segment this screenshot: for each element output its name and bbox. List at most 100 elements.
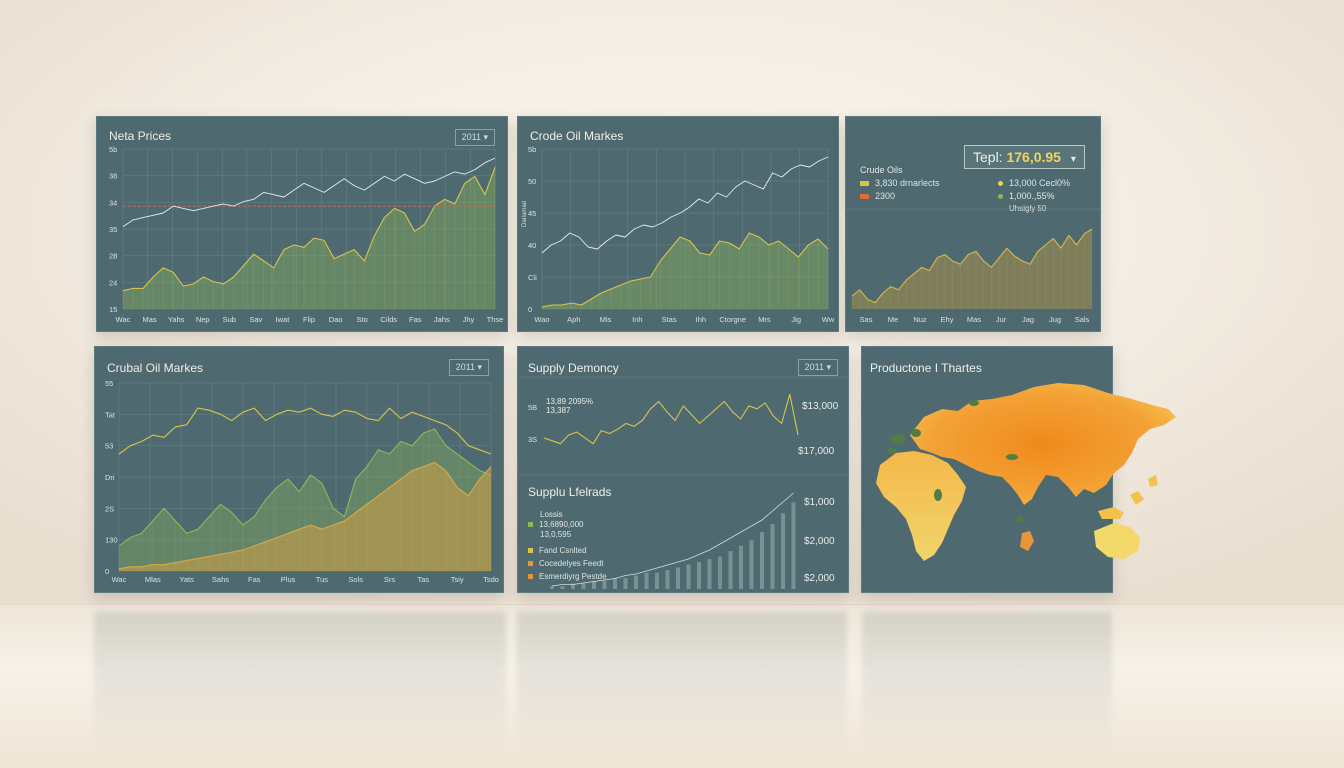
y-tick-label: 130 <box>105 536 118 545</box>
series-area-line <box>851 228 1093 304</box>
map-region-australia <box>1094 523 1140 559</box>
x-tick-label: Fas <box>248 575 261 584</box>
year-select[interactable]: 2011 ▾ <box>448 359 489 376</box>
series-yellow-line <box>118 407 492 455</box>
x-tick-label: Inh <box>632 315 642 324</box>
panel-title: Crubal Oil Markes <box>107 361 204 375</box>
right-axis-label: $2,000 <box>804 573 835 584</box>
panel-title: Neta Prices <box>109 129 172 143</box>
x-tick-label: Plus <box>281 575 296 584</box>
x-tick-label: Sas <box>860 315 873 324</box>
series-green-line <box>118 428 492 547</box>
swatch <box>528 522 533 528</box>
world-production-map <box>876 383 1176 561</box>
legend: Crude Oils 3,830 drnarlects 2300 <box>860 165 940 204</box>
bar <box>560 586 565 589</box>
x-tick-label: Mis <box>600 315 612 324</box>
x-tick-label: Mas <box>142 315 156 324</box>
legend-item: 3,830 drnarlects <box>875 178 940 188</box>
legend: Lossis 13,6890,000 13,0,595 Fand Csnlted… <box>528 510 607 585</box>
total-selector[interactable]: Tepl: 176,0.95 ▾ <box>964 145 1085 169</box>
y-tick-label: 5B <box>528 403 537 412</box>
bar <box>728 551 733 589</box>
x-tick-label: Ww <box>822 315 835 324</box>
x-tick-label: Tsiy <box>451 575 464 584</box>
bar <box>676 567 680 589</box>
bar <box>613 578 617 589</box>
crude-oils-chart: Sas Me Nuz Ehy Mas Jur Jag Jug Sals <box>846 208 1100 324</box>
x-tick-label: Wac <box>116 315 131 324</box>
y-tick-label: 5b <box>109 145 117 154</box>
y-tick-label: 38 <box>109 172 117 181</box>
bar <box>644 572 649 589</box>
x-tick-label: Aph <box>567 315 580 324</box>
x-tick-label: Wao <box>534 315 549 324</box>
panel-title: Crode Oil Markes <box>530 129 624 143</box>
legend-right: 13,000 Cecl0% 1,000.,55% Uhsigly 50 <box>998 178 1070 217</box>
bar <box>770 524 775 589</box>
x-tick-label: Nuz <box>913 315 927 324</box>
bar <box>749 540 754 589</box>
bar <box>791 502 796 589</box>
swatch <box>528 561 533 567</box>
x-tick-label: Sav <box>249 315 262 324</box>
legend-note: Uhsigly 50 <box>1009 204 1047 213</box>
x-tick-label: Mlas <box>145 575 161 584</box>
neta-prices-panel: Neta Prices 2011 ▾ 5b 38 34 35 28 24 15 Wac Mas Y… <box>96 116 508 332</box>
x-tick-label: Yats <box>179 575 194 584</box>
legend-item: Esmerdiyrg Pestde <box>539 572 607 581</box>
y-tick-label: 45 <box>528 209 536 218</box>
year-select[interactable]: 2011 ▾ <box>454 129 495 146</box>
swatch <box>860 194 869 200</box>
map-region-islands <box>1098 475 1158 519</box>
series-white-line <box>122 157 496 228</box>
series-green-line <box>122 167 496 292</box>
x-tick-label: Wac <box>112 575 127 584</box>
y-tick-label: 53 <box>105 442 113 451</box>
crude-oil-markets-panel: Crode Oil Markes 5b 50 45 40 Cli 0 Wao Aph Mis In… <box>517 116 839 332</box>
y-tick-label: 55 <box>105 379 113 388</box>
x-tick-label: Mas <box>967 315 981 324</box>
supply-demand-chart: 5B 3S $13,000 $17,000 $1,000 $2,000 $2,000 <box>518 376 848 589</box>
trend-line <box>551 492 794 587</box>
x-tick-label: Fas <box>409 315 422 324</box>
crubal-oil-markets-panel: Crubal Oil Markes 2011 ▾ 55 Tat 53 Dri 2S 130… <box>94 346 504 593</box>
x-tick-label: Jug <box>1049 315 1061 324</box>
bar <box>550 586 554 589</box>
x-tick-label: Yahs <box>168 315 185 324</box>
x-tick-label: Sals <box>1075 315 1090 324</box>
x-tick-label: Jig <box>791 315 801 324</box>
y-tick-label: 3S <box>528 435 537 444</box>
x-tick-label: Ihh <box>696 315 706 324</box>
swatch <box>528 548 533 554</box>
x-tick-label: Tsdo <box>483 575 499 584</box>
bar <box>760 532 764 589</box>
x-tick-label: Sto <box>357 315 368 324</box>
reflection <box>862 612 1112 752</box>
bar <box>655 572 659 589</box>
bar <box>592 580 596 589</box>
y-tick-label: 34 <box>109 198 117 207</box>
sub-title: Supplu Lfelrads <box>528 485 612 499</box>
map-region-madagascar <box>1020 531 1034 551</box>
bar <box>739 545 743 589</box>
dot <box>998 194 1003 200</box>
series-yellow-line <box>543 393 799 445</box>
map-region-africa <box>876 451 966 561</box>
swatch <box>528 574 533 580</box>
bar <box>623 578 628 589</box>
x-tick-label: Tus <box>316 575 328 584</box>
legend-item: 13,6890,000 <box>539 520 584 529</box>
x-tick-label: Tas <box>418 575 430 584</box>
bar <box>581 583 586 589</box>
x-tick-label: Mrs <box>758 315 771 324</box>
legend-item: Cocedelyes Feedt <box>539 559 604 568</box>
y-tick-label: Cli <box>528 273 537 282</box>
right-axis-label: $2,000 <box>804 536 835 547</box>
year-select[interactable]: 2011 ▾ <box>797 359 838 376</box>
series-green-area <box>542 233 828 309</box>
series-orange-line <box>118 461 492 570</box>
x-tick-label: Srs <box>384 575 396 584</box>
